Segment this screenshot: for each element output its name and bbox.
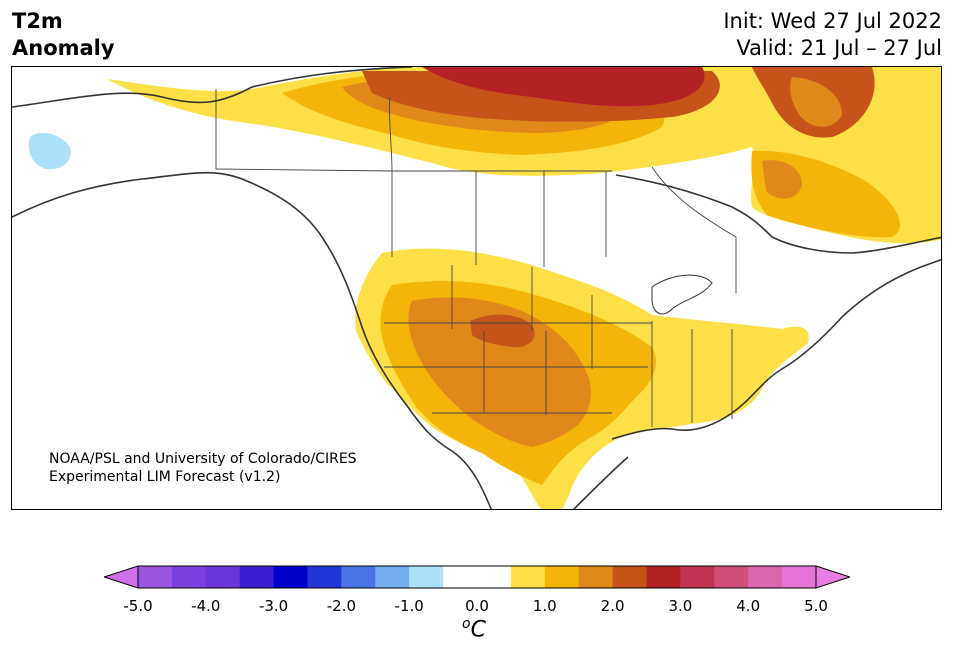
- colorbar-bin: [171, 566, 207, 588]
- colorbar-bin: [341, 566, 376, 588]
- colorbar-bin: [409, 566, 444, 588]
- colorbar-tick-label: 3.0: [668, 597, 693, 615]
- colorbar-bin: [578, 566, 614, 588]
- forecast-dates: Init: Wed 27 Jul 2022 Valid: 21 Jul – 27…: [723, 8, 942, 62]
- colorbar-bin: [748, 566, 783, 588]
- colorbar-tick-label: -5.0: [123, 597, 153, 615]
- colorbar-extend-low: [104, 565, 139, 589]
- colorbar-tick-label: -1.0: [394, 597, 424, 615]
- colorbar-tick-label: -3.0: [258, 597, 289, 615]
- colorbar-bin: [138, 566, 173, 588]
- init-date: Init: Wed 27 Jul 2022: [723, 9, 942, 33]
- colorbar-bin: [714, 566, 749, 588]
- colorbar-bin: [680, 566, 715, 588]
- colorbar-unit: oC: [462, 616, 486, 642]
- anomaly-region-hudson-dark: [762, 160, 802, 199]
- colorbar-bin: [239, 566, 275, 588]
- map-canvas: [12, 67, 941, 509]
- credit-line-1: NOAA/PSL and University of Colorado/CIRE…: [49, 451, 357, 467]
- colorbar-bin: [612, 566, 647, 588]
- colorbar-bins: [138, 566, 817, 588]
- colorbar-tick-label: -4.0: [191, 597, 221, 615]
- anomaly-region-arctic-red: [422, 67, 705, 107]
- credit-line-2: Experimental LIM Forecast (v1.2): [49, 469, 281, 485]
- colorbar-tick-label: 2.0: [600, 597, 625, 615]
- colorbar-extend-high: [815, 565, 850, 589]
- colorbar-tick-label: -2.0: [326, 597, 357, 615]
- great-lakes: [651, 274, 713, 315]
- colorbar-bin: [782, 566, 817, 588]
- colorbar-tick-label: 4.0: [736, 597, 761, 615]
- political-borders: [215, 89, 737, 427]
- title-line-1: T2m: [12, 9, 63, 33]
- colorbar: [104, 565, 850, 589]
- credit-text: NOAA/PSL and University of Colorado/CIRE…: [49, 450, 357, 486]
- anomaly-region-alaska-cold: [28, 132, 71, 170]
- colorbar-bin: [205, 566, 241, 588]
- colorbar-bin: [510, 566, 546, 588]
- colorbar-tick-label: 1.0: [532, 597, 557, 615]
- colorbar-bin: [646, 566, 681, 588]
- anomaly-map: NOAA/PSL and University of Colorado/CIRE…: [11, 66, 942, 510]
- map-title: T2m Anomaly: [12, 8, 115, 62]
- unit-degree: o: [462, 616, 471, 632]
- colorbar-tick-label: 5.0: [804, 597, 828, 615]
- valid-range: Valid: 21 Jul – 27 Jul: [736, 36, 942, 60]
- colorbar-bin: [375, 566, 410, 588]
- colorbar-frame: [137, 565, 817, 589]
- colorbar-bin: [307, 566, 342, 588]
- anomaly-region-baffin-dark: [790, 77, 842, 127]
- anomaly-region-us-dark-orange: [408, 297, 592, 447]
- colorbar-tick-label: 0.0: [465, 597, 489, 615]
- unit-letter: C: [470, 617, 486, 643]
- colorbar-bin: [443, 566, 512, 588]
- colorbar-bin: [273, 566, 308, 588]
- colorbar-bin: [544, 566, 580, 588]
- title-line-2: Anomaly: [12, 36, 115, 60]
- coastlines: [12, 67, 941, 509]
